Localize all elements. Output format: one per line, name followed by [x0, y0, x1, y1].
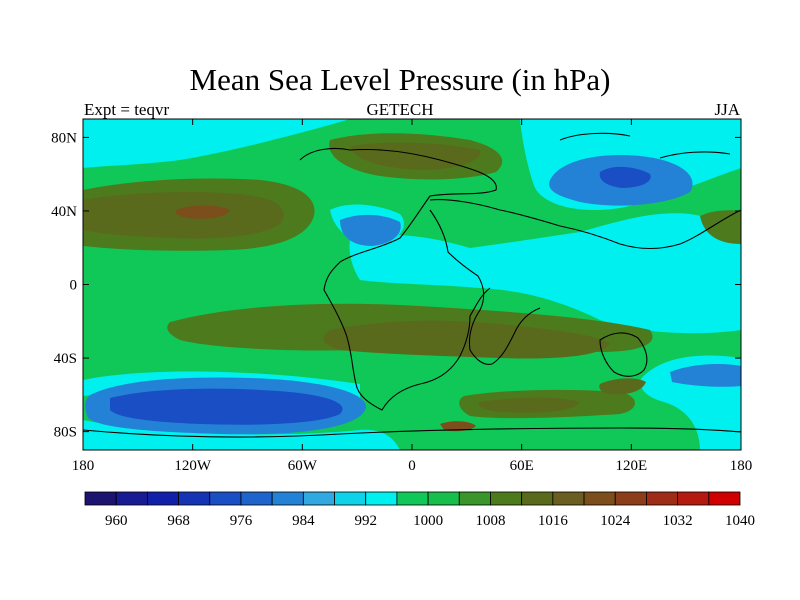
colorbar-swatch	[334, 491, 367, 506]
colorbar-swatch	[178, 491, 211, 506]
colorbar-label: 1040	[725, 513, 755, 529]
y-tick-label: 40N	[51, 204, 77, 220]
x-axis-ticks: 180 120W 60W 0 60E 120E 180	[72, 119, 753, 474]
colorbar-label: 984	[292, 513, 315, 529]
colorbar-label: 960	[105, 513, 128, 529]
deep-low-pressure-areas	[110, 166, 651, 425]
colorbar-swatch	[708, 491, 741, 506]
colorbar-swatch	[240, 491, 273, 506]
colorbar-label: 1000	[413, 513, 443, 529]
source-label: GETECH	[366, 100, 434, 119]
y-tick-label: 40S	[54, 351, 77, 367]
antarctica-coastline	[82, 427, 742, 438]
x-tick-label: 180	[72, 458, 95, 474]
arctic-coastline	[559, 132, 631, 141]
experiment-label: Expt = teqvr	[84, 100, 170, 119]
colorbar-swatch	[552, 491, 585, 506]
x-tick-label: 0	[408, 458, 416, 474]
colorbar-swatch	[84, 491, 117, 506]
x-tick-label: 180	[730, 458, 753, 474]
colorbar-swatch	[677, 491, 710, 506]
colorbar-label: 976	[230, 513, 253, 529]
australia-coastline	[599, 332, 648, 377]
colorbar-label: 968	[167, 513, 190, 529]
pressure-field	[83, 119, 741, 450]
colorbar-label: 1032	[663, 513, 693, 529]
colorbar-swatch	[302, 491, 335, 506]
high-pressure-brown-areas	[175, 205, 476, 432]
africa-coastline	[429, 209, 541, 365]
colorbar-swatch	[427, 491, 460, 506]
colorbar-label: 1024	[600, 513, 631, 529]
eurasia-coastline	[429, 199, 742, 250]
y-tick-label: 80N	[51, 130, 77, 146]
x-tick-label: 120E	[615, 458, 647, 474]
colorbar: 960 968 976 984 992 1000 1008 1016 1024 1032 1040	[84, 491, 755, 529]
colorbar-swatch	[271, 491, 304, 506]
colorbar-swatch	[646, 491, 679, 506]
colorbar-swatch	[209, 491, 242, 506]
americas-coastline	[299, 147, 497, 411]
colorbar-swatch	[458, 491, 491, 506]
colorbar-swatch	[146, 491, 179, 506]
colorbar-swatch	[490, 491, 523, 506]
colorbar-label: 1016	[538, 513, 569, 529]
colorbar-label: 992	[354, 513, 377, 529]
colorbar-label: 1008	[475, 513, 505, 529]
y-tick-label: 80S	[54, 425, 77, 441]
y-tick-label: 0	[70, 278, 78, 294]
colorbar-swatch	[614, 491, 647, 506]
coastlines	[82, 132, 742, 438]
colorbar-swatch	[521, 491, 554, 506]
season-label: JJA	[714, 100, 740, 119]
arctic-coastline-east	[659, 151, 731, 159]
colorbar-swatch	[583, 491, 616, 506]
chart-title: Mean Sea Level Pressure (in hPa)	[189, 62, 611, 97]
y-axis-ticks: 80N 40N 0 40S 80S	[51, 130, 741, 441]
x-tick-label: 60W	[288, 458, 318, 474]
colorbar-swatch	[115, 491, 148, 506]
colorbar-swatch	[365, 491, 398, 506]
x-tick-label: 60E	[510, 458, 534, 474]
x-tick-label: 120W	[174, 458, 212, 474]
colorbar-swatch	[396, 491, 429, 506]
